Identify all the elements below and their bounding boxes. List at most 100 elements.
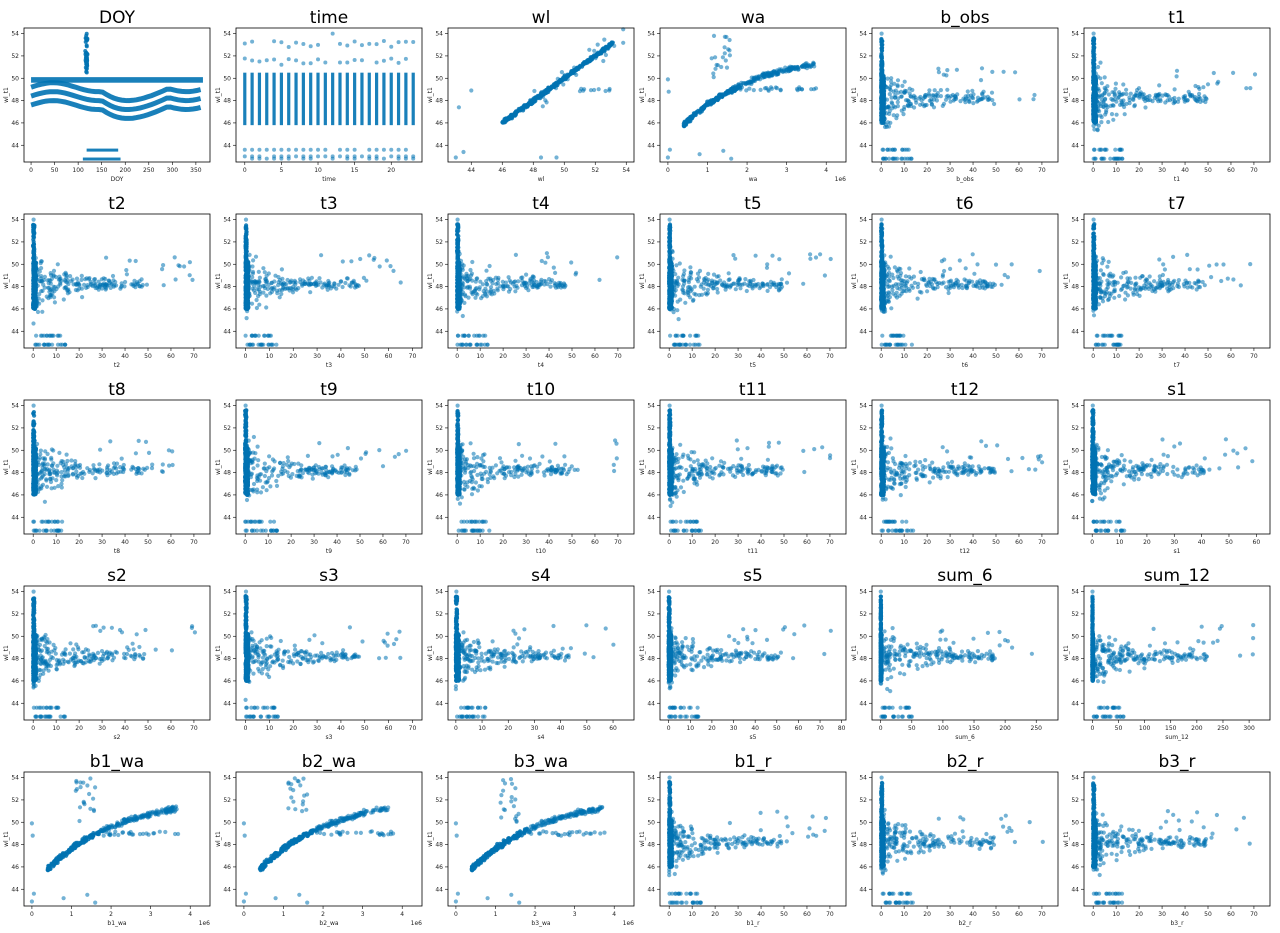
point	[927, 88, 932, 93]
y-tick-label: 52	[647, 53, 655, 60]
point	[1118, 102, 1123, 107]
point	[251, 342, 256, 347]
point	[250, 156, 255, 161]
point	[396, 147, 401, 152]
point	[256, 294, 261, 299]
point	[34, 294, 39, 299]
y-tick-label: 52	[859, 53, 867, 60]
point	[455, 342, 460, 347]
point	[588, 88, 594, 93]
point	[691, 113, 696, 118]
time-column	[389, 72, 393, 126]
time-column	[345, 72, 349, 126]
point	[726, 47, 731, 52]
point	[160, 267, 165, 272]
point	[561, 82, 566, 87]
point	[893, 88, 898, 93]
x-tick-label: 5	[279, 167, 283, 174]
subplot-title: time	[310, 8, 348, 28]
point	[455, 232, 460, 237]
point	[753, 253, 758, 258]
point	[367, 41, 372, 46]
point	[685, 289, 690, 294]
point	[250, 58, 255, 63]
point	[722, 45, 727, 50]
point	[1091, 37, 1097, 42]
y-tick-label: 44	[1071, 142, 1079, 149]
point	[667, 243, 672, 248]
point	[1186, 89, 1191, 94]
point	[453, 155, 458, 160]
point	[84, 37, 89, 42]
point	[470, 259, 475, 265]
point	[374, 147, 379, 152]
point	[277, 295, 282, 300]
x-tick-label: 50	[361, 353, 369, 360]
y-tick-label: 46	[11, 120, 19, 127]
point	[79, 277, 84, 282]
point	[667, 224, 672, 229]
x-tick-label: 4	[824, 167, 828, 174]
point	[308, 147, 313, 152]
point	[884, 111, 889, 116]
point	[597, 277, 602, 282]
x-axis-label: b_obs	[956, 176, 973, 183]
point	[677, 261, 682, 266]
point	[762, 86, 768, 91]
point	[337, 60, 342, 65]
point	[722, 51, 727, 56]
point	[1095, 113, 1100, 118]
point	[587, 47, 592, 52]
point	[458, 292, 464, 297]
point	[1145, 97, 1150, 102]
point	[1124, 91, 1129, 97]
x-tick-label: 70	[1250, 167, 1258, 174]
point	[879, 53, 884, 58]
x-axis-label: DOY	[111, 176, 124, 183]
point	[905, 103, 911, 108]
x-tick-label: 0	[29, 167, 33, 174]
y-tick-label: 44	[435, 328, 443, 335]
point	[532, 88, 537, 94]
x-tick-label: 0	[666, 167, 670, 174]
y-tick-label: 48	[435, 284, 443, 291]
point	[884, 85, 889, 90]
point	[665, 77, 671, 82]
point	[1092, 66, 1097, 71]
point	[747, 81, 752, 86]
point	[293, 280, 298, 285]
point	[279, 62, 284, 67]
x-tick-label: 100	[72, 167, 84, 174]
point	[182, 264, 187, 269]
point	[1132, 103, 1137, 108]
point	[879, 86, 884, 91]
point	[822, 273, 828, 278]
point	[731, 253, 736, 258]
point	[1097, 147, 1102, 152]
point	[63, 270, 68, 275]
point	[52, 288, 57, 294]
point	[906, 99, 911, 104]
point	[31, 227, 36, 232]
point	[1211, 70, 1216, 76]
point	[455, 333, 461, 338]
point	[512, 113, 517, 118]
point	[455, 260, 460, 265]
point	[990, 69, 995, 74]
point	[396, 60, 401, 65]
y-tick-label: 46	[1071, 120, 1079, 127]
point	[522, 103, 527, 108]
point	[374, 60, 379, 65]
point	[1252, 72, 1258, 77]
x-tick-label: 44	[467, 167, 475, 174]
point	[1116, 94, 1121, 100]
point	[345, 60, 350, 65]
time-column	[287, 72, 291, 126]
point	[31, 321, 36, 326]
point	[371, 257, 376, 262]
point	[667, 239, 672, 245]
point	[892, 95, 898, 100]
point	[941, 72, 946, 77]
point	[1156, 99, 1161, 104]
points	[453, 27, 626, 160]
